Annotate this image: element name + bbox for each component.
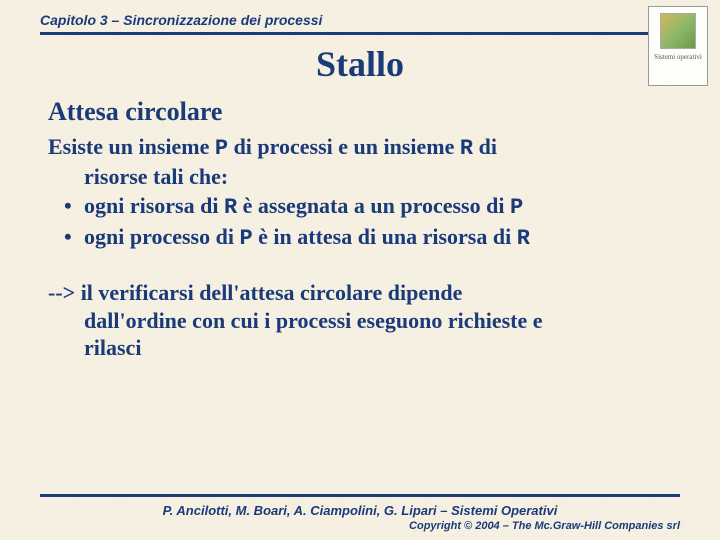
authors-text: P. Ancilotti, M. Boari, A. Ciampolini, G… [40,503,680,518]
intro-part-2: di processi e un insieme [228,134,460,159]
bullet1-b: è assegnata a un processo di [237,193,510,218]
bullet-1: ogni risorsa di R è assegnata a un proce… [60,192,672,223]
intro-text: Esiste un insieme P di processi e un ins… [48,133,672,190]
symbol-p: P [239,226,252,251]
conclusion-text: --> il verificarsi dell'attesa circolare… [48,279,672,362]
symbol-p: P [510,195,523,220]
chapter-label: Capitolo 3 – Sincronizzazione dei proces… [40,12,322,28]
intro-part-1: Esiste un insieme [48,134,215,159]
symbol-p: P [215,136,228,161]
book-logo: Sistemi operativi [648,6,708,86]
symbol-r: R [517,226,530,251]
bullet1-a: ogni risorsa di [84,193,224,218]
logo-caption: Sistemi operativi [651,53,705,61]
arrow-line-3: rilasci [48,334,672,362]
copyright-text: Copyright © 2004 – The Mc.Graw-Hill Comp… [40,520,680,532]
bullet2-b: è in attesa di una risorsa di [253,224,517,249]
bullet-list: ogni risorsa di R è assegnata a un proce… [48,192,672,253]
bullet2-a: ogni processo di [84,224,239,249]
intro-part-3: di [473,134,497,159]
arrow-line-1: --> il verificarsi dell'attesa circolare… [48,279,672,307]
slide-title: Stallo [0,43,720,85]
symbol-r: R [460,136,473,161]
intro-line-2: risorse tali che: [48,163,672,191]
footer-divider [40,494,680,497]
footer: P. Ancilotti, M. Boari, A. Ciampolini, G… [0,494,720,540]
arrow-line-2: dall'ordine con cui i processi eseguono … [48,307,672,335]
symbol-r: R [224,195,237,220]
slide-content: Attesa circolare Esiste un insieme P di … [0,85,720,362]
bullet-2: ogni processo di P è in attesa di una ri… [60,223,672,254]
subtitle: Attesa circolare [48,97,672,127]
header-divider [40,32,680,35]
